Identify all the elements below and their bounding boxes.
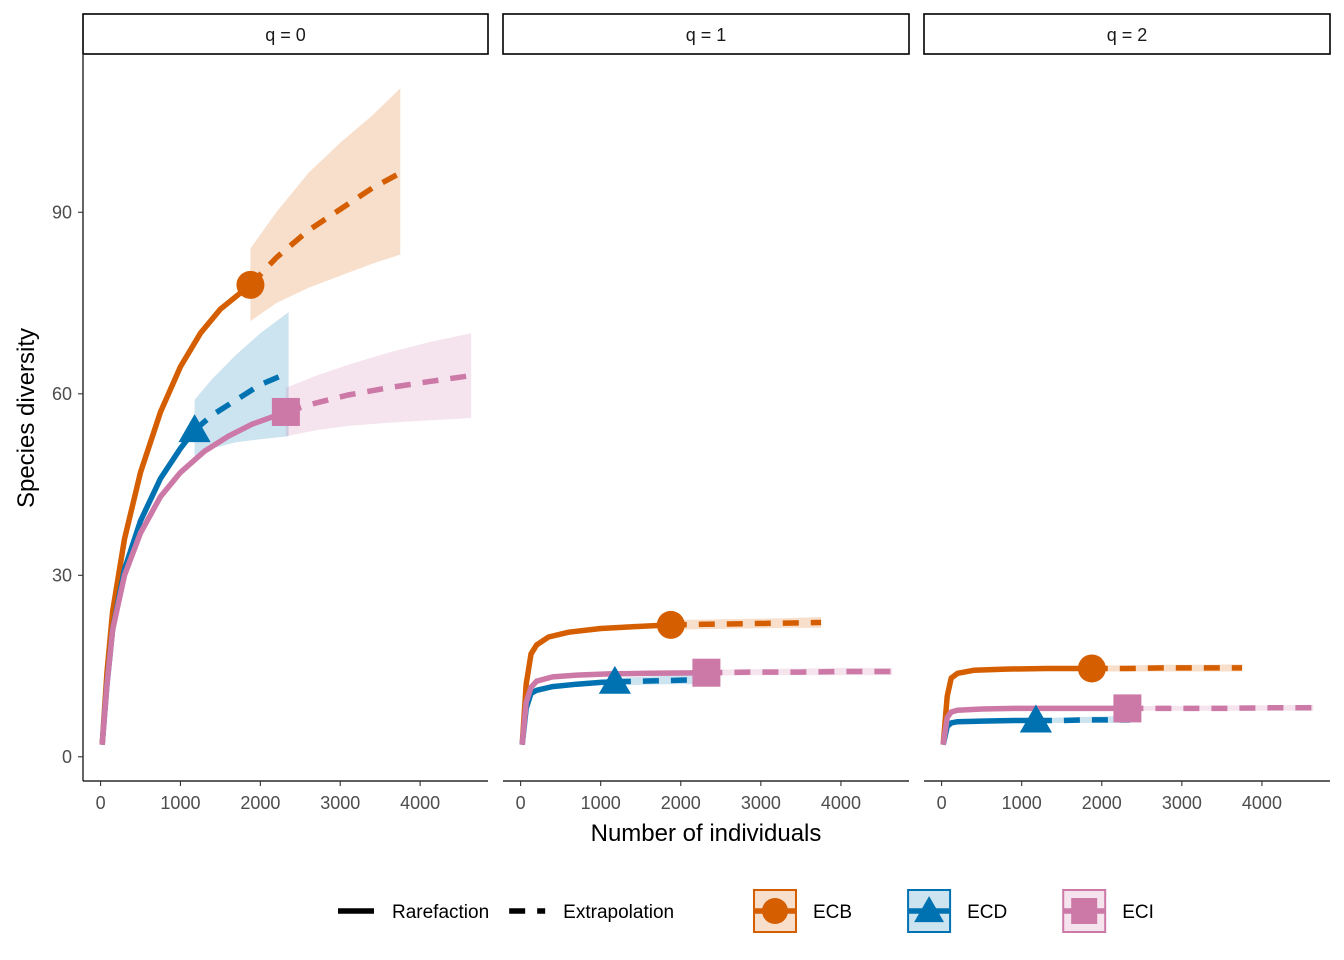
observed-point-eci [1113,694,1142,723]
x-tick-label: 0 [96,793,106,813]
rarefaction-line-ecb [940,665,1092,745]
x-tick-label: 4000 [400,793,440,813]
y-tick-label: 60 [52,384,72,404]
legend-key-marker [762,898,788,924]
observed-point-ecd [178,414,211,443]
x-tick-label: 1000 [1002,793,1042,813]
x-tick-label: 3000 [741,793,781,813]
observed-point-ecb [236,270,265,299]
rarefaction-line-eci [99,409,287,745]
facet-strip-label: q = 1 [686,25,727,45]
rarefaction-line-eci [519,669,707,745]
x-axis-title: Number of individuals [591,820,822,847]
rarefaction-line-eci [940,705,1128,746]
observed-point-ecb [656,610,685,639]
observed-point-ecd [1019,704,1052,733]
x-tick-label: 4000 [821,793,861,813]
x-tick-label: 3000 [320,793,360,813]
rarefaction-line-ecd [940,717,1036,746]
extrapolation-line-eci [1127,705,1314,712]
observed-point-eci [692,658,721,687]
x-tick-label: 1000 [581,793,621,813]
facet-strip [923,13,1331,55]
x-tick-label: 4000 [1242,793,1282,813]
legend-key-marker [1071,898,1098,924]
extrapolation-line-ecb [1091,665,1243,672]
facet-strip [502,13,910,55]
confidence-band-ecd [194,312,289,458]
extrapolation-line-eci [285,372,472,415]
legend-item-ecd: ECD [907,889,1007,933]
extrapolation-line-ecb [248,170,402,287]
y-axis: 0 30 60 90 [52,55,84,781]
legend-label: Rarefaction [392,902,489,923]
facet-strip [82,13,489,55]
x-tick-label: 3000 [1162,793,1202,813]
legend-label: ECI [1122,902,1154,923]
legend-item-eci: ECI [1062,889,1154,933]
legend-label: ECD [967,902,1007,923]
facet-strip-label: q = 2 [1107,25,1148,45]
facet-panels: q = 0 0 1000 2000 3000 4000 q = 1 0 1000 2000 3000… [82,13,1331,813]
legend-item-ecb: ECB [753,889,852,933]
facet-strip-label: q = 0 [265,25,306,45]
facet-panel-q-2: q = 2 0 1000 2000 3000 4000 [923,13,1331,813]
legend-item-extrapolation: Extrapolation [509,902,674,923]
observed-point-ecb [1077,654,1106,683]
observed-point-eci [271,397,300,426]
confidence-band-eci [285,333,472,437]
y-tick-label: 30 [52,565,72,585]
x-tick-label: 0 [516,793,526,813]
facet-panel-q-0: q = 0 0 1000 2000 3000 4000 [82,13,489,813]
facet-panel-q-1: q = 1 0 1000 2000 3000 4000 [502,13,910,813]
extrapolation-line-eci [706,668,893,676]
x-tick-label: 2000 [240,793,280,813]
legend: Rarefaction Extrapolation ECB ECD ECI [338,889,1154,933]
y-axis-title: Species diversity [13,328,40,508]
rarefaction-line-ecb [99,282,253,745]
y-tick-label: 90 [52,202,72,222]
observed-point-ecd [598,665,631,694]
y-tick-label: 0 [62,747,72,767]
legend-label: Extrapolation [563,902,674,923]
x-tick-label: 0 [937,793,947,813]
legend-label: ECB [813,902,852,923]
extrapolation-line-ecd [192,370,290,433]
legend-item-rarefaction: Rarefaction [338,902,489,923]
confidence-band-ecb [250,88,401,322]
x-tick-label: 2000 [1082,793,1122,813]
legend-key-marker [914,896,945,923]
x-tick-label: 2000 [661,793,701,813]
rarefaction-line-ecb [519,622,671,745]
x-tick-label: 1000 [160,793,200,813]
extrapolation-line-ecb [670,619,822,628]
